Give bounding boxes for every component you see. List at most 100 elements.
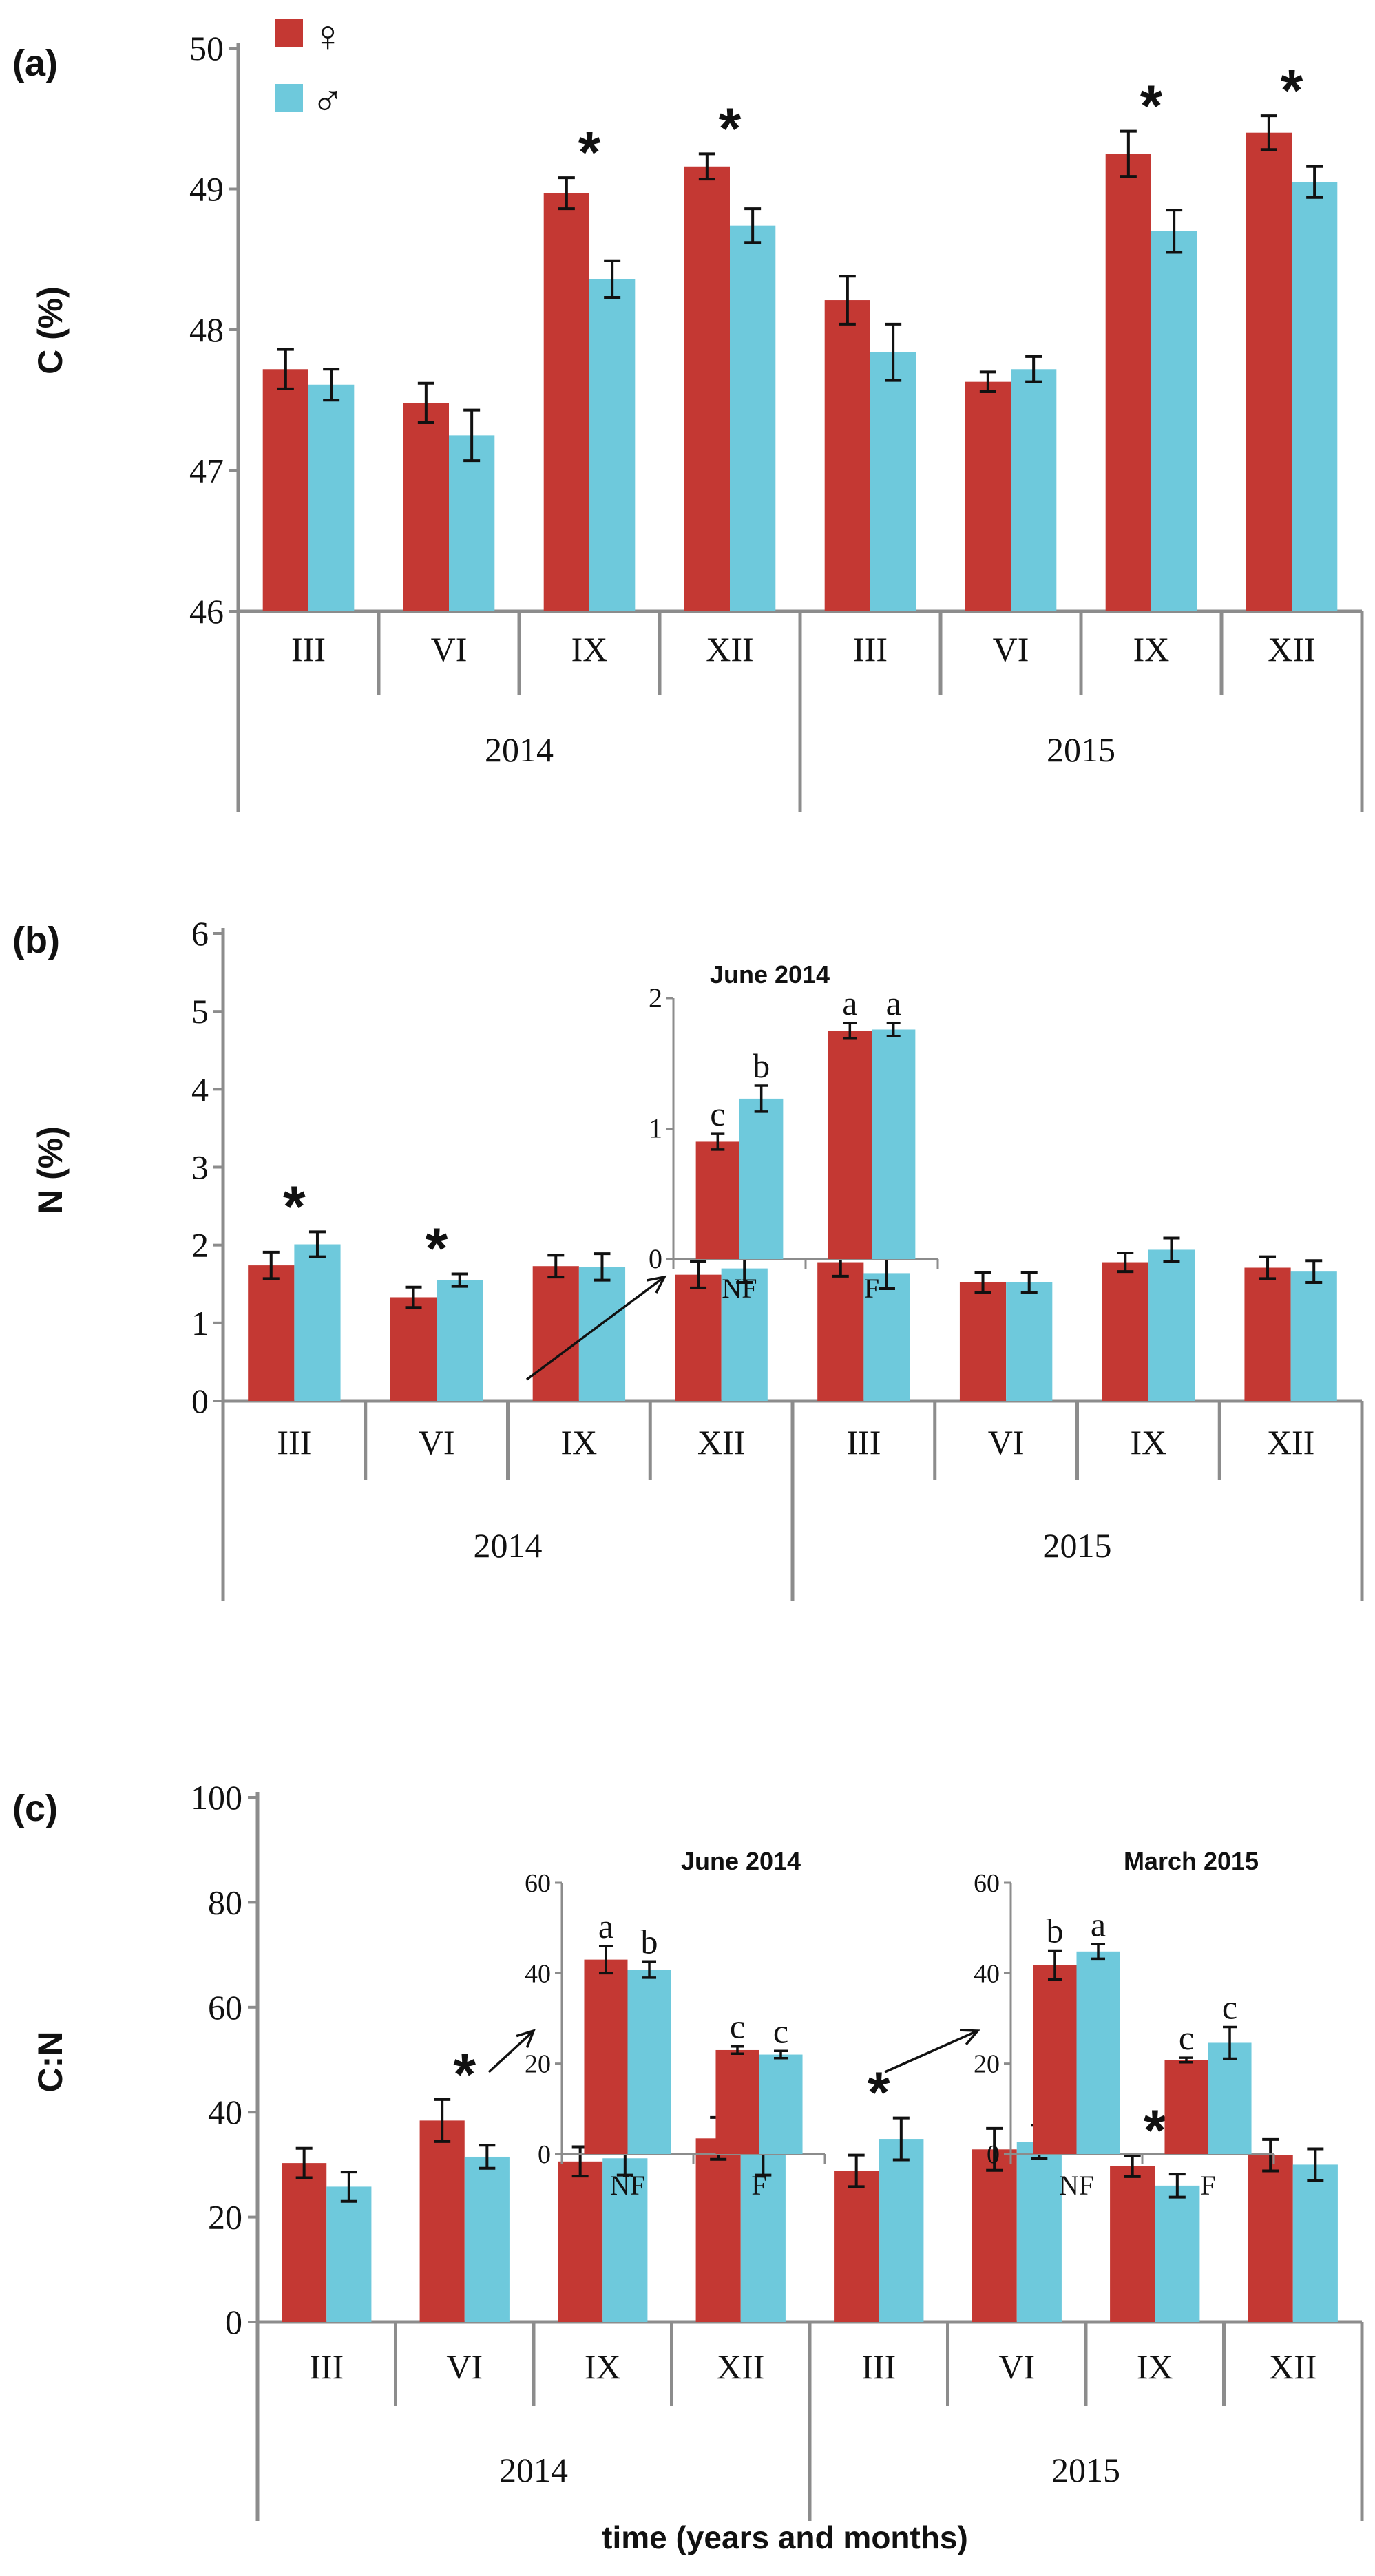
inset-letter: c: [1179, 2018, 1194, 2057]
panel-c: 0 20 40 60 80 100 C:N (c) III VI IX XII III VI IX XII 20…: [12, 1778, 1364, 2521]
significance-star: *: [1281, 58, 1303, 123]
inset-title: June 2014: [710, 960, 830, 989]
bar-male: [1292, 182, 1338, 611]
y-tick-label: 20: [208, 2198, 242, 2237]
bar-male: [730, 225, 776, 611]
inset-c-2: 0 20 40 60 NF F March 2015 b a cc: [974, 1847, 1275, 2201]
inset-letter: b: [1046, 1912, 1063, 1950]
error-bar: [547, 1254, 565, 1279]
bar-female: [1244, 1267, 1291, 1401]
month-label: III: [291, 630, 326, 668]
month-label: III: [277, 1423, 311, 1461]
error-bar: [1120, 129, 1137, 178]
month-label: IX: [560, 1423, 597, 1461]
y-tick-label: 49: [189, 170, 224, 209]
y-axis-label: C:N: [31, 2031, 70, 2093]
inset-letter: a: [598, 1907, 613, 1945]
inset-bar-male: [1208, 2042, 1252, 2154]
bar-female: [675, 1274, 722, 1401]
error-bar: [277, 348, 294, 390]
y-tick-label: 48: [189, 310, 224, 349]
month-label: III: [846, 1423, 881, 1461]
inset-arrows: [487, 1275, 980, 2073]
year-label: 2015: [1047, 730, 1115, 769]
bar-female: [390, 1297, 437, 1401]
bar-male: [589, 279, 636, 611]
inset-letter: c: [773, 2012, 788, 2050]
bar-male: [602, 2158, 648, 2322]
year-label: 2014: [499, 2451, 568, 2489]
bar-male: [1011, 369, 1057, 611]
bar-female: [1102, 1262, 1148, 1401]
bar-male: [578, 1267, 626, 1401]
bar-female: [695, 2138, 741, 2322]
error-bar: [1260, 114, 1277, 151]
year-label: 2015: [1051, 2451, 1120, 2489]
error-bar: [1163, 1236, 1180, 1263]
error-bar: [885, 322, 902, 382]
month-label: IX: [1133, 630, 1170, 668]
significance-star: *: [1140, 74, 1163, 138]
bar-female: [419, 2120, 465, 2322]
inset-y-tick-label: 40: [974, 1959, 1000, 1988]
error-bar: [1305, 1259, 1323, 1284]
inset-error-bar: [642, 1960, 657, 1979]
y-tick-label: 1: [191, 1304, 209, 1342]
y-tick-label: 0: [225, 2303, 242, 2341]
error-bar: [340, 2171, 357, 2203]
error-bar: [1117, 1251, 1134, 1274]
inset-error-bar: [754, 1084, 768, 1113]
month-label: III: [853, 630, 888, 668]
y-tick-label: 60: [208, 1988, 242, 2027]
error-bar: [1307, 2147, 1324, 2182]
inset-title: June 2014: [681, 1847, 801, 1875]
error-bar: [434, 2098, 451, 2143]
inset-bar-male: [759, 2054, 803, 2154]
error-bar: [308, 1230, 326, 1258]
inset-letter: b: [641, 1922, 658, 1961]
significance-star: *: [578, 120, 601, 184]
error-bar: [558, 176, 575, 211]
bar-female: [543, 193, 589, 611]
inset-letter: a: [1091, 1905, 1106, 1943]
error-bar: [323, 368, 340, 402]
inset-error-bar: [598, 1945, 613, 1975]
inset-letter: c: [730, 2007, 745, 2046]
bar-male: [308, 384, 355, 611]
error-bar: [848, 2153, 865, 2188]
bar-male: [1148, 1249, 1195, 1401]
month-label: VI: [446, 2347, 483, 2386]
inset-category-label: F: [1200, 2170, 1215, 2201]
inset-error-bar: [1223, 2025, 1237, 2060]
bar-male: [326, 2186, 372, 2322]
y-tick-label: 46: [189, 592, 224, 631]
month-label: VI: [431, 630, 468, 668]
inset-y-tick-label: 0: [987, 2140, 1000, 2169]
bar-female: [817, 1262, 864, 1401]
bar-female: [282, 2163, 327, 2322]
bar-male: [879, 2139, 924, 2322]
y-tick-label: 5: [191, 992, 209, 1031]
error-bar: [1306, 165, 1323, 199]
bar-male: [1155, 2185, 1200, 2322]
inset-bar-female: [1164, 2060, 1208, 2154]
bar-male: [1016, 2142, 1062, 2322]
panel-label: (b): [12, 920, 60, 961]
bar-female: [1105, 154, 1151, 611]
error-bar: [295, 2146, 313, 2179]
significance-star: *: [1144, 2098, 1166, 2162]
error-bar: [744, 207, 762, 244]
inset-y-tick-label: 40: [525, 1959, 551, 1988]
legend-swatch-female: [275, 19, 303, 47]
inset-y-tick-label: 0: [538, 2140, 551, 2169]
year-label: 2014: [485, 730, 554, 769]
month-label: VI: [419, 1423, 455, 1461]
inset-bar-male: [1076, 1951, 1120, 2154]
y-tick-label: 40: [208, 2093, 242, 2131]
error-bar: [974, 1271, 991, 1294]
bar-female: [262, 369, 308, 611]
inset-bar-female: [584, 1959, 628, 2154]
bar-female: [972, 2149, 1017, 2322]
inset-y-tick-label: 60: [525, 1869, 551, 1898]
